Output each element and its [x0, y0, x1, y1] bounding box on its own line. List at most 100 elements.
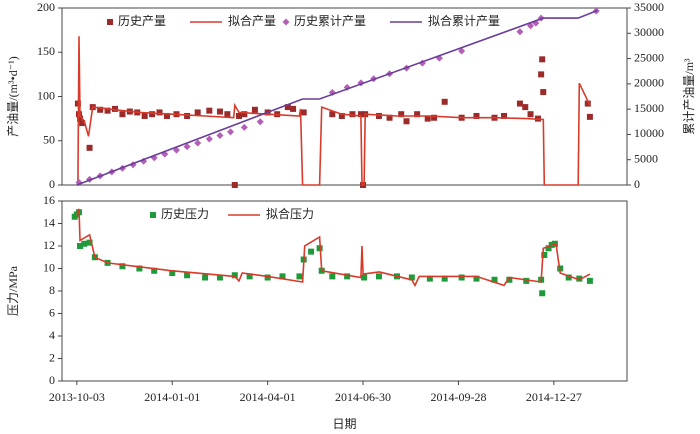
square-marker: [296, 273, 303, 280]
square-marker: [141, 112, 148, 119]
square-marker: [361, 274, 368, 281]
x-tick-label: 2014-12-27: [526, 390, 582, 404]
square-marker: [522, 104, 529, 111]
square-marker: [184, 112, 191, 119]
square-marker: [107, 19, 113, 25]
square-marker: [398, 111, 405, 118]
y-tick-label: 6: [49, 305, 55, 319]
y2-axis-label: 累计产油量/m³: [682, 58, 696, 135]
square-marker: [184, 272, 191, 279]
square-marker: [441, 98, 448, 105]
square-marker: [77, 115, 84, 122]
square-marker: [586, 113, 593, 120]
square-marker: [149, 111, 156, 118]
y2-tick-label: 30000: [634, 25, 664, 39]
y2-tick-label: 10000: [634, 126, 664, 140]
y-axis-label: 产油量/(m³•d⁻¹): [6, 56, 20, 136]
fit-line: [76, 9, 598, 186]
y-tick-label: 0: [49, 373, 55, 387]
square-marker: [86, 239, 93, 246]
y-tick-label: 10: [43, 260, 55, 274]
x-axis-label: 日期: [332, 417, 356, 431]
y-tick-label: 2: [49, 350, 55, 364]
y-tick-label: 0: [49, 177, 55, 191]
square-marker: [539, 56, 546, 63]
x-tick-label: 2014-09-28: [430, 390, 486, 404]
square-marker: [251, 106, 258, 113]
square-marker: [540, 89, 547, 96]
square-marker: [156, 109, 163, 116]
square-marker: [246, 273, 253, 280]
square-marker: [151, 267, 158, 274]
square-marker: [264, 274, 271, 281]
square-marker: [216, 274, 223, 281]
square-marker: [565, 274, 572, 281]
diamond-marker: [282, 18, 290, 26]
legend-label: 历史累计产量: [294, 14, 366, 28]
square-marker: [408, 274, 415, 281]
square-marker: [241, 111, 248, 118]
square-marker: [473, 275, 480, 282]
square-marker: [545, 245, 552, 252]
diamond-marker: [183, 143, 191, 151]
y-tick-label: 4: [49, 328, 55, 342]
square-marker: [426, 275, 433, 282]
square-marker: [414, 111, 421, 118]
y-axis-label: 压力/MPa: [6, 265, 20, 316]
square-marker: [194, 109, 201, 116]
square-marker: [119, 111, 126, 118]
square-marker: [136, 265, 143, 272]
y2-tick-label: 15000: [634, 101, 664, 115]
square-marker: [386, 114, 393, 121]
y2-tick-label: 0: [634, 177, 640, 191]
fit-line: [76, 36, 591, 186]
square-marker: [375, 273, 382, 280]
square-marker: [441, 275, 448, 282]
square-marker: [150, 212, 156, 218]
diamond-marker: [458, 47, 466, 55]
square-marker: [523, 277, 530, 284]
square-marker: [473, 112, 480, 119]
x-tick-label: 2014-06-30: [335, 390, 391, 404]
square-marker: [538, 71, 545, 78]
square-marker: [403, 118, 410, 125]
square-marker: [527, 111, 534, 118]
legend-label: 历史产量: [118, 14, 166, 28]
legend-label: 历史压力: [161, 207, 209, 221]
y2-tick-label: 5000: [634, 151, 658, 165]
square-marker: [338, 112, 345, 119]
square-marker: [290, 105, 297, 112]
square-marker: [236, 112, 243, 119]
y-tick-label: 8: [49, 283, 55, 297]
y-tick-label: 100: [37, 88, 55, 102]
square-marker: [344, 273, 351, 280]
square-marker: [231, 272, 238, 279]
y-tick-label: 12: [43, 238, 55, 252]
square-marker: [431, 114, 438, 121]
square-marker: [329, 111, 336, 118]
square-marker: [584, 100, 591, 107]
y2-tick-label: 25000: [634, 50, 664, 64]
square-marker: [541, 252, 548, 258]
fit-line: [76, 208, 591, 288]
y-tick-label: 16: [43, 193, 55, 207]
square-marker: [279, 273, 286, 280]
square-marker: [231, 182, 238, 188]
square-marker: [501, 112, 508, 119]
square-marker: [97, 106, 104, 113]
legend-label: 拟合产量: [228, 13, 276, 28]
y-tick-label: 200: [37, 0, 55, 14]
y2-tick-label: 20000: [634, 76, 664, 90]
square-marker: [104, 107, 111, 114]
square-marker: [458, 274, 465, 281]
x-tick-label: 2013-10-03: [49, 390, 105, 404]
legend-label: 拟合压力: [266, 206, 314, 221]
diamond-marker: [194, 139, 202, 147]
x-tick-label: 2014-04-01: [240, 390, 296, 404]
diamond-marker: [216, 131, 224, 139]
y-tick-label: 150: [37, 44, 55, 58]
square-marker: [86, 144, 93, 151]
y-tick-label: 14: [43, 215, 55, 229]
square-marker: [300, 109, 307, 116]
square-marker: [506, 276, 513, 283]
